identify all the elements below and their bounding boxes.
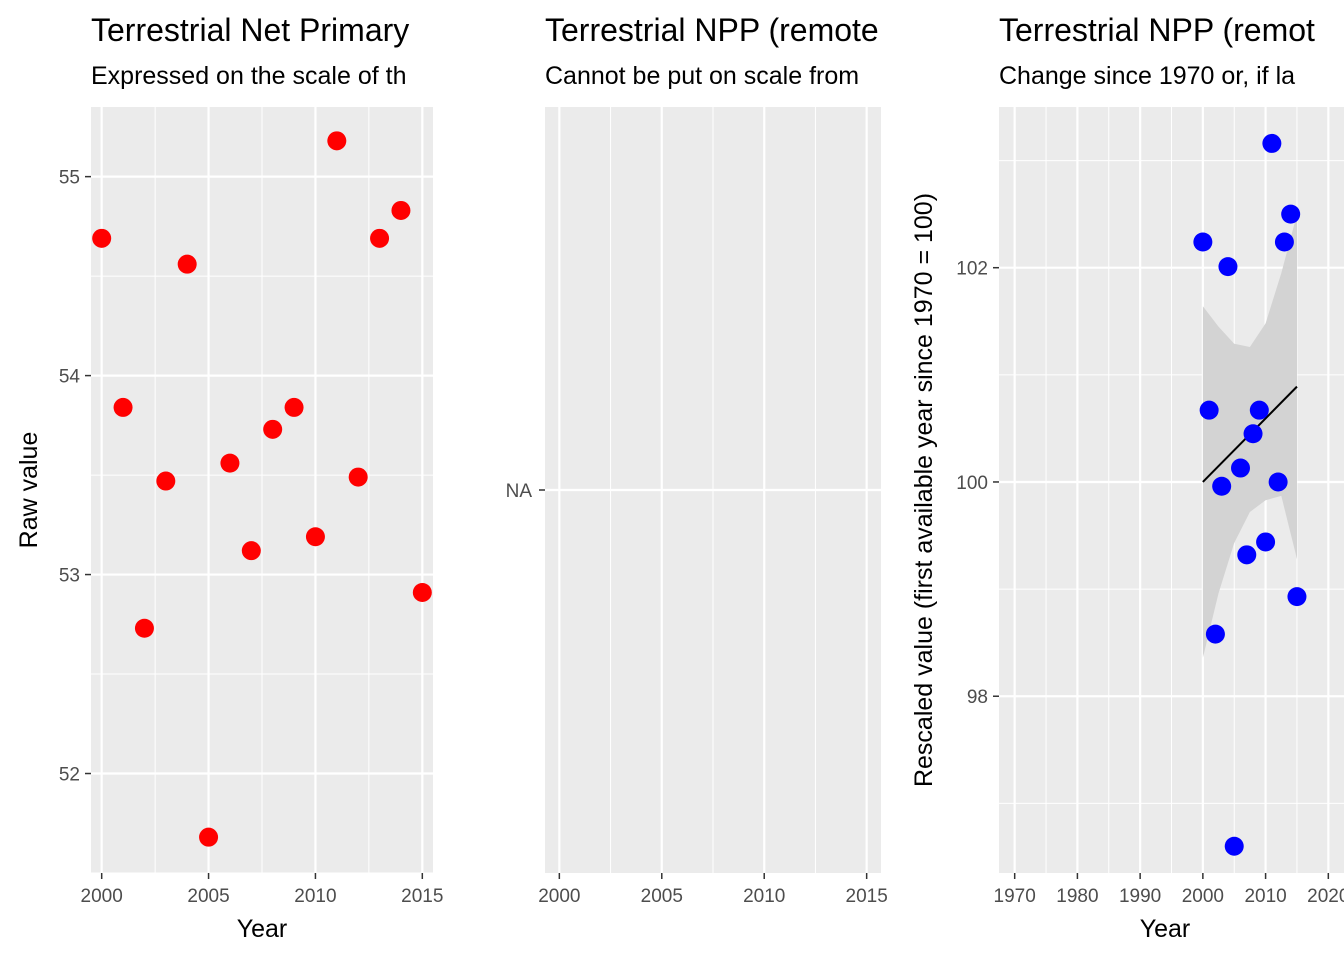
data-point bbox=[199, 827, 219, 847]
data-point bbox=[1231, 458, 1250, 478]
y-tick-label: 53 bbox=[59, 566, 80, 587]
x-tick-label: 1970 bbox=[994, 886, 1036, 907]
y-tick-label: NA bbox=[506, 481, 533, 502]
data-point bbox=[113, 397, 133, 417]
data-point bbox=[263, 419, 283, 439]
data-point bbox=[327, 131, 347, 151]
data-point bbox=[92, 228, 112, 248]
panel-1-plot-area: 2000 2005 2010 2015 52 53 54 55 bbox=[59, 107, 443, 907]
data-point bbox=[241, 541, 261, 561]
panel-2-subtitle: Cannot be put on scale from bbox=[545, 62, 859, 90]
panel-3-title: Terrestrial NPP (remot bbox=[999, 12, 1315, 48]
data-point bbox=[348, 467, 368, 487]
data-point bbox=[1268, 472, 1288, 492]
data-point bbox=[1256, 532, 1276, 552]
panel-1-y-axis-label: Raw value bbox=[15, 432, 43, 549]
panel-3-x-axis-label: Year bbox=[1140, 915, 1191, 943]
x-tick-label: 2015 bbox=[846, 886, 888, 907]
data-point bbox=[284, 397, 304, 417]
panel-rescaled-value: Terrestrial NPP (remot Change since 1970… bbox=[910, 12, 1344, 943]
data-point bbox=[1224, 836, 1244, 856]
y-tick-label: 54 bbox=[59, 367, 81, 388]
data-point bbox=[1237, 545, 1257, 565]
data-point bbox=[1205, 624, 1225, 644]
data-point bbox=[1243, 424, 1263, 444]
panel-1-x-axis-label: Year bbox=[237, 915, 288, 943]
y-tick-label: 52 bbox=[59, 765, 80, 786]
x-tick-label: 2015 bbox=[401, 886, 443, 907]
y-tick-label: 100 bbox=[956, 473, 988, 494]
x-tick-label: 2010 bbox=[743, 886, 785, 907]
panel-1-subtitle: Expressed on the scale of th bbox=[91, 62, 406, 90]
data-point bbox=[1249, 400, 1269, 420]
x-tick-label: 1990 bbox=[1119, 886, 1161, 907]
data-point bbox=[1262, 133, 1282, 153]
x-tick-label: 2005 bbox=[641, 886, 683, 907]
data-point bbox=[220, 453, 240, 473]
data-point bbox=[1274, 232, 1294, 252]
data-point bbox=[305, 527, 325, 547]
x-tick-label: 2000 bbox=[81, 886, 123, 907]
data-point bbox=[1199, 400, 1219, 420]
data-point bbox=[1287, 587, 1307, 607]
x-tick-label: 2005 bbox=[187, 886, 229, 907]
x-tick-label: 2010 bbox=[1244, 886, 1286, 907]
panel-remote-npp-unscaled: Terrestrial NPP (remote Cannot be put on… bbox=[506, 12, 888, 907]
panel-1-title: Terrestrial Net Primary bbox=[91, 12, 409, 48]
data-point bbox=[391, 200, 411, 220]
panel-3-y-axis-label: Rescaled value (first available year sin… bbox=[910, 193, 938, 787]
panel-raw-value: Terrestrial Net Primary Expressed on the… bbox=[15, 12, 443, 943]
panel-3-subtitle: Change since 1970 or, if la bbox=[999, 62, 1295, 90]
panel-3-plot-area: 1970 1980 1990 2000 2010 2020 98 100 102 bbox=[956, 107, 1344, 907]
x-tick-label: 1980 bbox=[1056, 886, 1098, 907]
data-point bbox=[1193, 232, 1213, 252]
x-tick-label: 2000 bbox=[538, 886, 580, 907]
x-tick-label: 2010 bbox=[294, 886, 336, 907]
data-point bbox=[134, 618, 154, 638]
panel-2-plot-area: 2000 2005 2010 2015 NA bbox=[506, 107, 888, 907]
data-point bbox=[1218, 257, 1238, 277]
data-point bbox=[1212, 476, 1232, 496]
x-tick-label: 2020 bbox=[1307, 886, 1344, 907]
data-point bbox=[177, 254, 197, 274]
data-point bbox=[156, 471, 176, 491]
data-point bbox=[370, 228, 390, 248]
data-point bbox=[412, 582, 432, 602]
panel-2-title: Terrestrial NPP (remote bbox=[545, 12, 879, 48]
y-tick-label: 55 bbox=[59, 168, 80, 189]
y-tick-label: 98 bbox=[967, 687, 988, 708]
y-tick-label: 102 bbox=[956, 259, 988, 280]
x-tick-label: 2000 bbox=[1182, 886, 1224, 907]
data-point bbox=[1281, 204, 1301, 224]
